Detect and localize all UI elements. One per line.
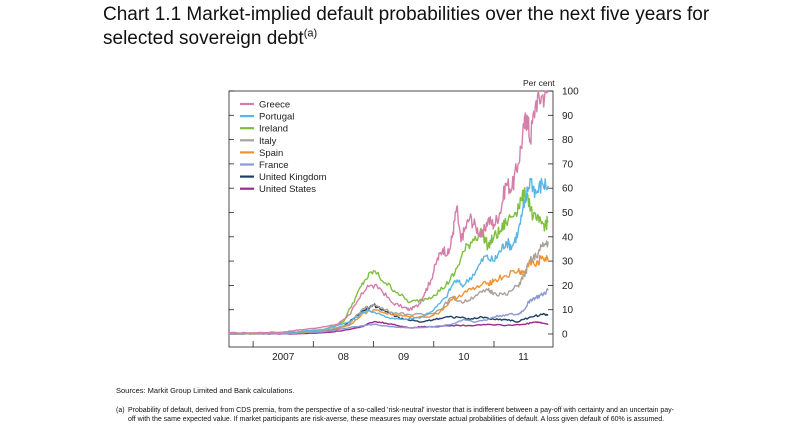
- y-axis-unit-label: Per cent: [523, 78, 555, 88]
- chart-title: Chart 1.1 Market-implied default probabi…: [103, 3, 763, 51]
- x-tick-label-08: 08: [338, 352, 350, 363]
- chart: 0 10 20 30 40 50 60 70 80 90 100 2007 08 09 10 11 Gree…: [228, 78, 579, 363]
- y-tick-label-10: 10: [562, 305, 574, 316]
- y-tick-label-0: 0: [562, 330, 568, 341]
- y-axis-tick-labels: 0 10 20 30 40 50 60 70 80 90 100: [562, 87, 579, 341]
- x-axis-ticks: 2007 08 09 10 11: [252, 341, 529, 363]
- legend-label-spain: Spain: [259, 148, 283, 159]
- series-line-ireland: [228, 187, 549, 335]
- y-tick-label-60: 60: [562, 184, 574, 195]
- legend: GreecePortugalIrelandItalySpainFranceUni…: [240, 100, 327, 195]
- legend-label-united-states: United States: [259, 184, 316, 195]
- footnote-marker: (a): [116, 407, 125, 414]
- x-tick-label-09: 09: [398, 352, 410, 363]
- x-tick-label-11: 11: [518, 352, 529, 363]
- legend-label-italy: Italy: [259, 136, 277, 147]
- plot-frame: [228, 90, 554, 348]
- series-line-united-kingdom: [228, 303, 549, 335]
- chart-title-text: Chart 1.1 Market-implied default probabi…: [103, 4, 710, 49]
- y-tick-label-30: 30: [562, 257, 574, 268]
- legend-label-portugal: Portugal: [259, 112, 294, 123]
- footnote-text: Probability of default, derived from CDS…: [128, 407, 674, 423]
- x-tick-label-10: 10: [458, 352, 470, 363]
- legend-label-united-kingdom: United Kingdom: [259, 172, 327, 183]
- series-lines: [228, 90, 549, 335]
- footnote: (a) Probability of default, derived from…: [116, 406, 676, 424]
- y-tick-label-20: 20: [562, 281, 574, 292]
- y-tick-label-70: 70: [562, 159, 574, 170]
- sources-note: Sources: Markit Group Limited and Bank c…: [116, 386, 295, 395]
- series-line-portugal: [228, 177, 549, 335]
- x-tick-label-2007: 2007: [272, 352, 295, 363]
- legend-label-greece: Greece: [259, 100, 290, 111]
- chart-title-note: (a): [303, 27, 318, 40]
- series-line-spain: [228, 254, 549, 335]
- series-line-france: [228, 288, 549, 335]
- y-tick-label-40: 40: [562, 232, 574, 243]
- y-tick-label-50: 50: [562, 208, 574, 219]
- y-tick-label-80: 80: [562, 135, 574, 146]
- legend-label-ireland: Ireland: [259, 124, 288, 135]
- y-tick-label-100: 100: [562, 87, 579, 98]
- series-line-greece: [228, 90, 549, 334]
- y-tick-label-90: 90: [562, 111, 574, 122]
- series-line-italy: [228, 240, 549, 335]
- legend-label-france: France: [259, 160, 289, 171]
